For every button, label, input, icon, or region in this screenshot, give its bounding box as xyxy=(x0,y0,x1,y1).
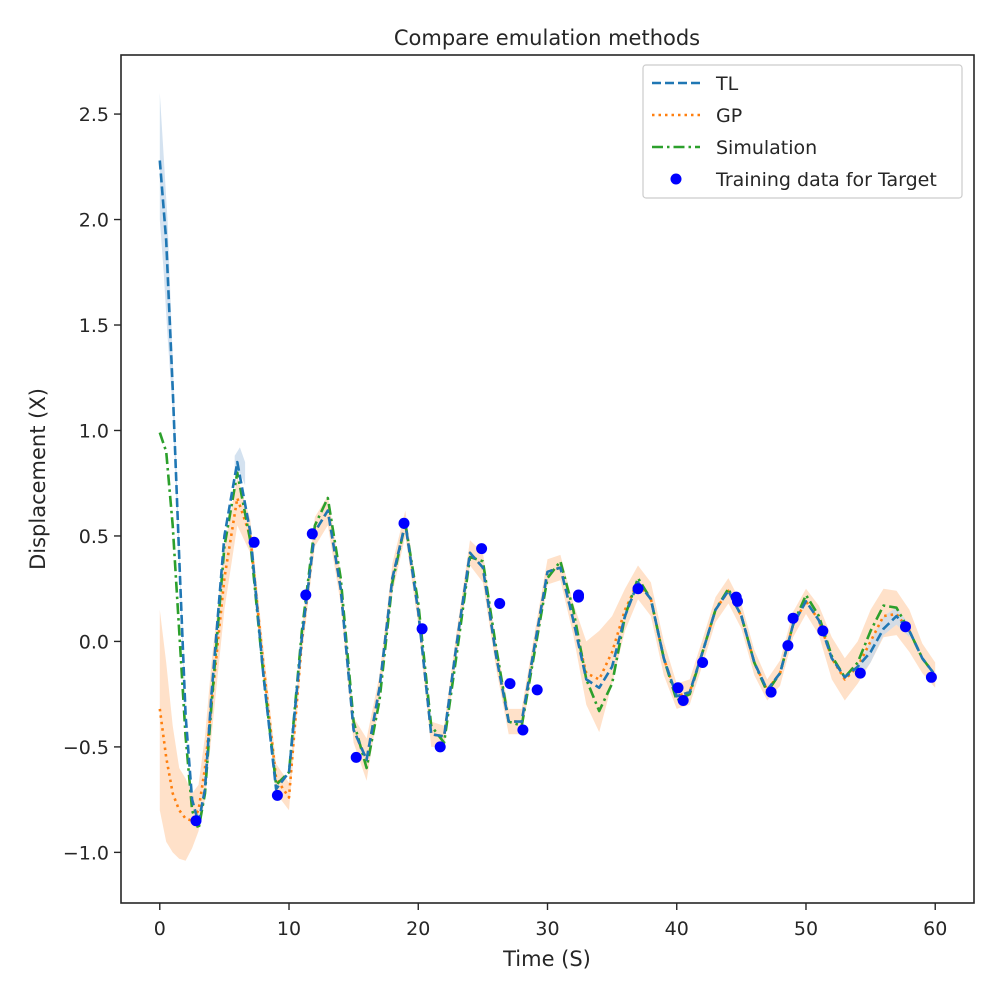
training-point xyxy=(854,667,866,679)
training-point xyxy=(416,623,428,635)
training-point xyxy=(925,671,937,683)
training-point xyxy=(782,640,794,652)
x-tick-label: 50 xyxy=(794,918,818,940)
y-tick-label: 0.5 xyxy=(79,526,109,548)
training-point xyxy=(271,789,283,801)
training-point xyxy=(504,678,516,690)
training-point xyxy=(817,625,829,637)
x-tick-label: 20 xyxy=(406,918,430,940)
legend-marker-training xyxy=(670,173,682,185)
legend-label-training: Training data for Target xyxy=(715,169,937,191)
y-axis: −1.0 −0.5 0.0 0.5 1.0 1.5 2.0 2.5 xyxy=(63,104,121,864)
training-point xyxy=(732,595,743,607)
training-point xyxy=(248,536,260,548)
training-point xyxy=(531,684,543,696)
training-point xyxy=(300,589,312,601)
x-axis-label: Time (S) xyxy=(502,947,591,971)
chart-title: Compare emulation methods xyxy=(394,26,700,50)
y-tick-label: 2.0 xyxy=(79,210,109,232)
tl-uncertainty-band-2 xyxy=(857,607,910,680)
training-point xyxy=(573,591,584,603)
training-point xyxy=(672,682,684,694)
x-tick-label: 10 xyxy=(277,918,301,940)
legend-label-simulation: Simulation xyxy=(716,137,817,159)
training-point xyxy=(765,686,777,698)
legend-box xyxy=(642,64,963,199)
y-tick-label: 1.5 xyxy=(79,315,109,337)
training-point xyxy=(697,657,709,668)
legend: TL GP Simulation Training data for Targe… xyxy=(642,64,963,199)
tl-uncertainty-band-1 xyxy=(234,447,246,486)
legend-label-gp: GP xyxy=(716,105,742,127)
training-point xyxy=(476,543,488,555)
training-point xyxy=(677,695,689,706)
training-points xyxy=(190,517,937,827)
training-point xyxy=(517,724,529,736)
training-point xyxy=(190,815,202,827)
y-axis-label: Displacement (X) xyxy=(26,388,50,570)
x-tick-label: 40 xyxy=(665,918,689,940)
training-point xyxy=(398,517,410,529)
training-point xyxy=(632,583,644,595)
legend-label-tl: TL xyxy=(715,73,739,95)
training-point xyxy=(787,612,799,624)
training-point xyxy=(434,741,446,753)
y-tick-label: 2.5 xyxy=(79,104,109,126)
y-tick-label: 1.0 xyxy=(79,420,109,442)
x-tick-label: 30 xyxy=(535,918,559,940)
x-tick-label: 0 xyxy=(154,918,166,940)
x-axis: 0 10 20 30 40 50 60 xyxy=(154,903,947,940)
y-tick-label: −1.0 xyxy=(63,842,109,864)
training-point xyxy=(306,528,318,540)
x-tick-label: 60 xyxy=(923,918,947,940)
training-point xyxy=(900,621,911,633)
training-point xyxy=(350,751,362,763)
y-tick-label: −0.5 xyxy=(63,737,109,759)
training-point xyxy=(494,598,506,609)
y-tick-label: 0.0 xyxy=(79,631,109,653)
